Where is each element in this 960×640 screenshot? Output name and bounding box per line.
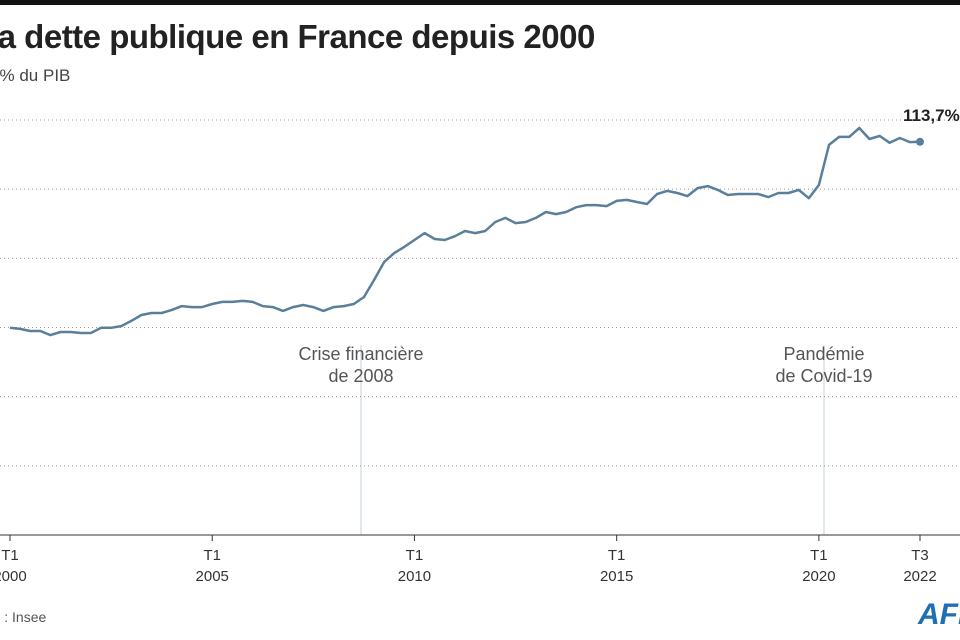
value-label: 113,7% [903,105,960,125]
x-tick-label: T3 2022 [903,547,937,585]
x-tick-label: T1 2010 [397,547,432,585]
annotation: Pandémie de Covid-19 [775,344,873,386]
logo: AFP [918,598,960,631]
end-point [916,137,924,146]
top-bar [0,0,960,5]
chart-title: La dette publique en France depuis 2000 [0,18,595,55]
annotation: Crise financière de 2008 [298,344,424,386]
series-line [9,126,921,337]
source: Source : Insee [0,609,47,625]
x-tick-label: T1 2005 [195,547,229,585]
x-tick-label: T1 2000 [0,547,27,585]
x-tick-label: T1 2015 [599,547,634,585]
x-tick-label: T1 2020 [802,547,836,585]
chart-subtitle: En % du PIB [0,66,71,85]
